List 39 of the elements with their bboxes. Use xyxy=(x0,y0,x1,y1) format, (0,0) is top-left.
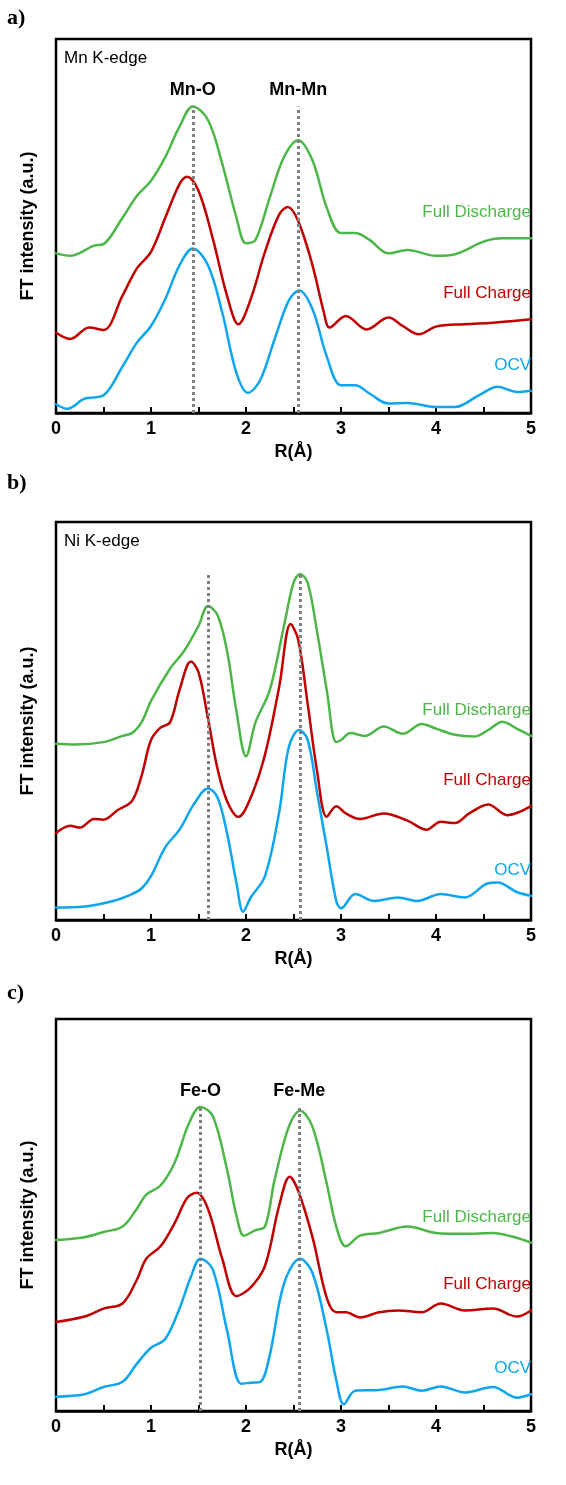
x-tick-label: 4 xyxy=(430,1416,442,1436)
series-label: Full Discharge xyxy=(422,1206,531,1226)
x-tick-label: 4 xyxy=(430,418,442,439)
y-axis-title: FT intensity (a.u.) xyxy=(17,151,37,301)
x-tick-label: 4 xyxy=(430,925,442,945)
x-tick-label: 1 xyxy=(145,1416,157,1436)
ref-line-label: Mn-Mn xyxy=(269,79,328,100)
x-tick-label: 2 xyxy=(240,1416,252,1436)
x-tick-label: 3 xyxy=(335,925,347,945)
ref-line-label: Fe-Me xyxy=(273,1080,326,1101)
ref-line-label: Fe-O xyxy=(179,1080,221,1101)
x-tick-label: 0 xyxy=(50,418,62,439)
x-tick-label: 0 xyxy=(50,1416,62,1436)
x-tick-label: 2 xyxy=(240,925,252,945)
series-label: Full Discharge xyxy=(422,699,531,719)
x-tick-label: 5 xyxy=(525,418,537,439)
x-tick-label: 5 xyxy=(525,1416,537,1436)
x-tick-label: 3 xyxy=(335,418,347,439)
y-axis-title: FT intensity (a.u.) xyxy=(17,1140,37,1290)
chart-title: c) xyxy=(7,978,25,1004)
x-axis-title: R(Å) xyxy=(274,441,313,461)
x-tick-label: 1 xyxy=(145,418,157,439)
chart-title: a) xyxy=(7,3,26,29)
text: Mn K-edge xyxy=(64,48,148,67)
series-label: Full Discharge xyxy=(422,202,531,222)
x-axis-title: R(Å) xyxy=(274,1438,313,1459)
series-label: Full Charge xyxy=(443,770,531,790)
text: Ni K-edge xyxy=(64,531,140,550)
chart-title: b) xyxy=(7,468,27,494)
x-tick-label: 5 xyxy=(525,925,537,945)
x-tick-label: 0 xyxy=(50,925,62,945)
x-tick-label: 1 xyxy=(145,925,157,945)
ref-line-label: Mn-O xyxy=(169,79,216,100)
x-axis-title: R(Å) xyxy=(274,947,313,968)
series-label: Full Charge xyxy=(443,283,531,303)
x-tick-label: 3 xyxy=(335,1416,347,1436)
series-label: Full Charge xyxy=(443,1274,531,1294)
y-axis-title: FT intensity (a.u.) xyxy=(17,646,37,796)
x-tick-label: 2 xyxy=(240,418,252,439)
